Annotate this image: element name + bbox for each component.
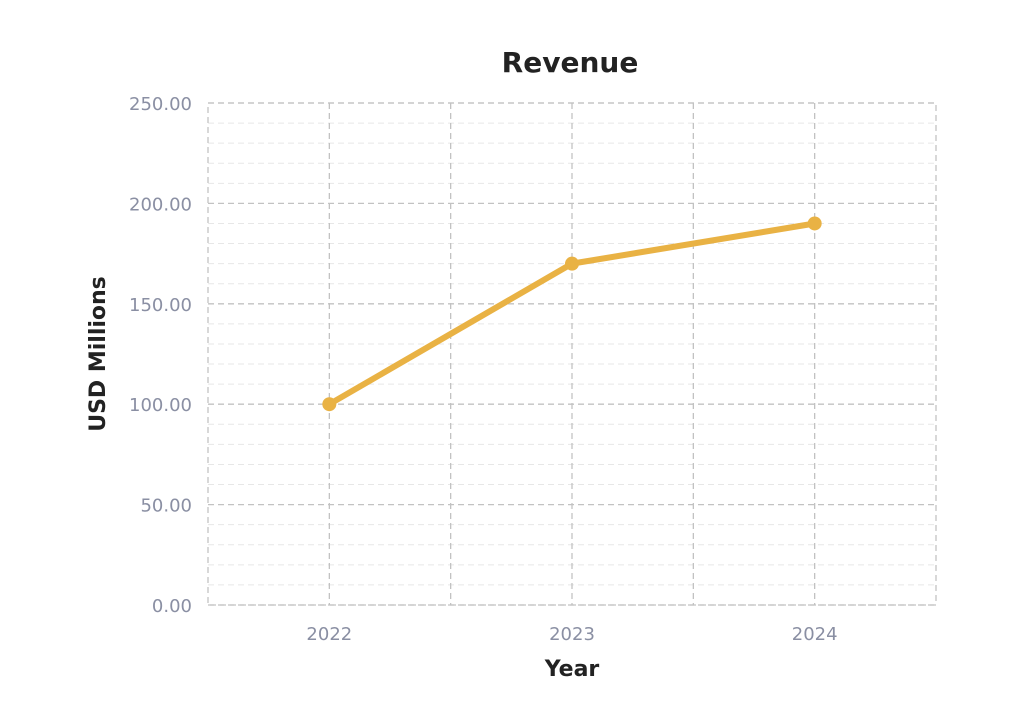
y-tick-label: 250.00 (129, 94, 192, 115)
x-axis-ticks: 2022 2023 2024 (306, 624, 837, 645)
x-tick-label: 2022 (306, 624, 352, 645)
x-tick-label: 2023 (549, 624, 595, 645)
grid (208, 102, 936, 606)
data-point (807, 216, 822, 231)
plot-frame (207, 102, 937, 606)
y-tick-label: 50.00 (140, 496, 192, 517)
y-tick-label: 200.00 (129, 194, 192, 215)
y-tick-label: 150.00 (129, 295, 192, 316)
series (322, 216, 822, 412)
data-point (322, 397, 337, 412)
data-point (565, 256, 579, 271)
x-tick-label: 2024 (792, 624, 838, 645)
chart-title: Revenue (502, 46, 639, 79)
x-axis-title: Year (544, 657, 600, 682)
y-axis-ticks: 0.00 50.00 100.00 150.00 200.00 250.00 (129, 94, 192, 617)
y-tick-label: 0.00 (152, 596, 192, 617)
y-tick-label: 100.00 (129, 395, 192, 416)
y-axis-title: USD Millions (86, 276, 111, 432)
